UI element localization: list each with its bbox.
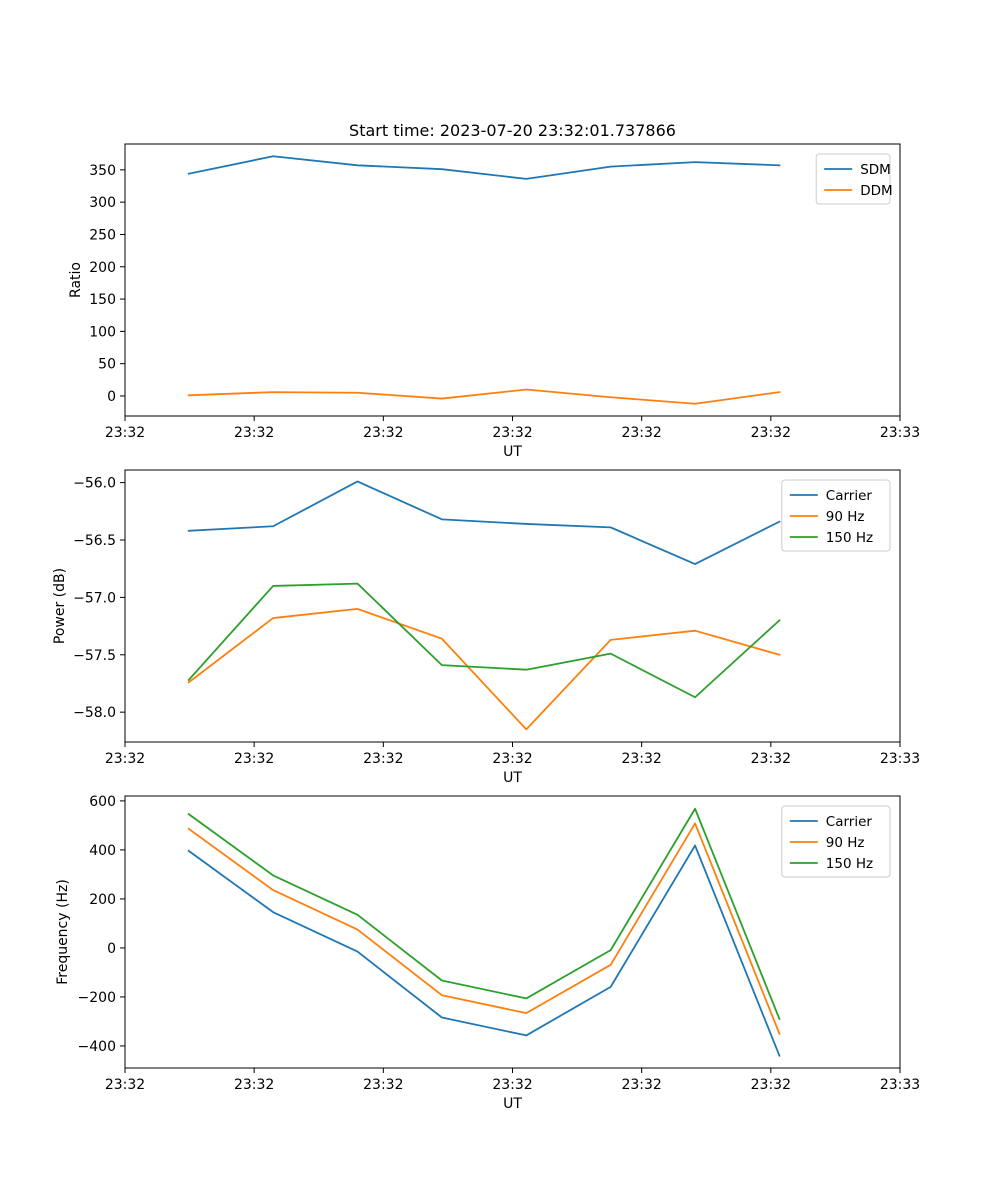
y-tick-label: −58.0 [73,705,116,721]
legend-label-150-hz: 150 Hz [826,856,873,872]
legend-label-ddm: DDM [860,183,892,199]
x-tick-label: 23:32 [621,1077,661,1093]
frequency-panel: UT Frequency (Hz) 23:32 23:32 23:32 23:32 23… [55,794,920,1112]
legend-label-90-hz: 90 Hz [826,509,865,525]
y-tick-label: 0 [107,389,116,405]
series-line-150-hz [187,582,781,699]
x-axis-label: UT [503,1096,522,1112]
x-tick-label: 23:32 [234,1077,274,1093]
ratio-panel: Start time: 2023-07-20 23:32:01.737866 U… [68,121,920,460]
series-line-90-hz [187,607,781,731]
y-tick-label: 600 [89,794,116,810]
x-axis-label: UT [503,444,522,460]
y-tick-label: 50 [98,357,116,373]
x-tick-label: 23:32 [621,425,661,441]
legend-label-90-hz: 90 Hz [826,835,865,851]
x-tick-label: 23:32 [105,425,145,441]
y-tick-label: 350 [89,163,116,179]
x-tick-label: 23:32 [105,751,145,767]
x-tick-label: 23:32 [105,1077,145,1093]
y-tick-label: 400 [89,843,116,859]
y-tick-label: −200 [78,990,116,1006]
y-tick-label: −56.5 [73,533,116,549]
x-tick-label: 23:32 [751,751,791,767]
x-tick-label: 23:32 [492,751,532,767]
y-tick-label: 100 [89,324,116,340]
legend: SDM DDM [815,153,893,205]
series-line-carrier [187,480,781,566]
y-tick-label: 150 [89,292,116,308]
y-tick-label: −57.5 [73,648,116,664]
legend-label-carrier: Carrier [826,814,873,830]
x-tick-label: 23:32 [234,751,274,767]
x-tick-label: 23:32 [363,425,403,441]
y-tick-label: −57.0 [73,590,116,606]
y-tick-label: −400 [78,1039,116,1055]
y-axis-label: Ratio [68,262,84,298]
x-tick-label: 23:32 [492,1077,532,1093]
legend-box [781,479,891,552]
legend-label-carrier: Carrier [826,488,873,504]
legend-box [815,153,891,205]
y-axis-label: Frequency (Hz) [55,879,71,985]
x-tick-label: 23:32 [234,425,274,441]
x-tick-label: 23:32 [363,751,403,767]
power-panel: UT Power (dB) 23:32 23:32 23:32 23:32 23:32 2… [52,469,920,786]
y-tick-label: 200 [89,892,116,908]
y-tick-label: 300 [89,195,116,211]
y-tick-label: 0 [107,941,116,957]
series-line-ddm [187,388,781,405]
series-line-90-hz [187,822,781,1035]
x-tick-label: 23:32 [363,1077,403,1093]
series-line-carrier [187,844,781,1057]
legend-box [781,805,891,878]
x-axis-label: UT [503,770,522,786]
x-tick-label: 23:33 [880,425,920,441]
x-tick-label: 23:32 [621,751,661,767]
legend: Carrier 90 Hz 150 Hz [781,479,891,552]
y-tick-label: 200 [89,260,116,276]
y-tick-label: −56.0 [73,476,116,492]
x-tick-label: 23:32 [751,1077,791,1093]
series-line-150-hz [187,807,781,1021]
y-tick-label: 250 [89,227,116,243]
y-axis-label: Power (dB) [52,568,68,644]
legend-label-150-hz: 150 Hz [826,530,873,546]
x-tick-label: 23:32 [751,425,791,441]
series-line-sdm [187,155,781,180]
legend: Carrier 90 Hz 150 Hz [781,805,891,878]
x-tick-label: 23:33 [880,1077,920,1093]
chart-title: Start time: 2023-07-20 23:32:01.737866 [349,121,676,140]
x-tick-label: 23:33 [880,751,920,767]
legend-label-sdm: SDM [860,162,891,178]
x-tick-label: 23:32 [492,425,532,441]
